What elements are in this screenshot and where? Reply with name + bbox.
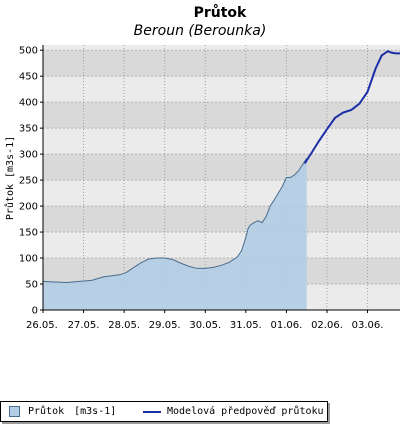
y-tick-label: 150 — [19, 228, 38, 239]
plot-band — [43, 45, 400, 51]
plot-band — [43, 154, 400, 181]
legend-swatch-forecast — [143, 410, 161, 413]
plot-band — [43, 128, 400, 155]
y-tick-label: 0 — [32, 306, 38, 317]
y-tick-label: 200 — [19, 202, 38, 213]
plot-band — [43, 232, 400, 259]
legend-swatch-flow — [9, 406, 20, 417]
y-axis-ticks: 0 50 100 150 200 250 300 350 400 450 500 — [19, 46, 43, 317]
x-tick-label: 02.06. — [311, 320, 343, 331]
chart-title: Průtok — [194, 4, 247, 21]
x-tick-label: 29.05. — [149, 320, 181, 331]
legend-label-forecast: Modelová předpověď průtoku — [167, 406, 324, 417]
plot-band — [43, 76, 400, 103]
y-tick-label: 500 — [19, 46, 38, 57]
y-tick-label: 300 — [19, 150, 38, 161]
chart-subtitle: Beroun (Berounka) — [134, 23, 267, 39]
plot-series — [42, 50, 400, 310]
x-tick-label: 28.05. — [108, 320, 140, 331]
x-axis-ticks: 26.05. 27.05. 28.05. 29.05. 30.05. 31.05. 01.0… — [26, 310, 383, 331]
x-tick-label: 27.05. — [68, 320, 100, 331]
y-axis-label: Průtok [m3s-1] — [4, 136, 16, 220]
x-tick-label: 26.05. — [26, 320, 58, 331]
legend-label-flow: Průtok — [28, 406, 65, 417]
legend-unit-flow: [m3s-1] — [74, 406, 117, 417]
y-tick-label: 100 — [19, 254, 38, 265]
x-tick-label: 31.05. — [230, 320, 262, 331]
y-tick-label: 400 — [19, 98, 38, 109]
y-tick-label: 450 — [19, 72, 38, 83]
x-tick-label: 30.05. — [189, 320, 221, 331]
plot-background-bands — [43, 45, 400, 310]
legend-item-flow: Průtok [m3s-1] — [9, 402, 116, 421]
legend-item-forecast: Modelová předpověď průtoku — [143, 402, 324, 421]
series-flow-line — [42, 158, 308, 283]
series-flow-area — [43, 158, 307, 310]
plot-band — [43, 50, 400, 77]
y-tick-label: 250 — [19, 176, 38, 187]
plot-band — [43, 206, 400, 233]
series-forecast-line — [303, 50, 400, 165]
plot-band — [43, 180, 400, 207]
plot-axes — [42, 45, 400, 311]
y-tick-label: 50 — [25, 280, 38, 291]
plot-band — [43, 102, 400, 129]
x-tick-label: 01.06. — [271, 320, 303, 331]
y-tick-label: 350 — [19, 124, 38, 135]
x-tick-label: 03.06. — [352, 320, 384, 331]
chart-legend: Průtok [m3s-1] Modelová předpověď průtok… — [0, 401, 328, 422]
